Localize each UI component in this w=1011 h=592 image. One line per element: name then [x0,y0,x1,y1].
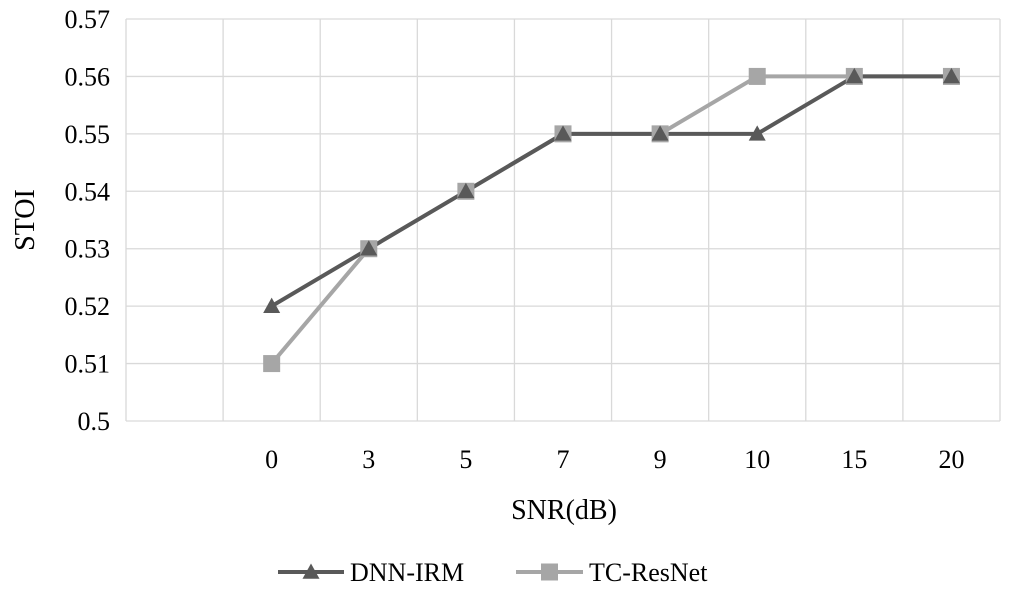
y-tick-label: 0.5 [78,407,111,436]
data-point [651,125,669,141]
data-point [360,240,378,256]
x-tick-label: 20 [938,445,964,474]
x-tick-label: 7 [557,445,570,474]
data-point [845,67,863,84]
markers-dnn-irm [263,67,960,313]
series-dnn-irm [270,74,952,308]
data-point [263,355,281,373]
y-tick-label: 0.55 [65,120,111,149]
series-layer [263,67,960,373]
data-point [748,67,766,85]
y-axis-label: STOI [10,189,41,251]
legend: DNN-IRM TC-ResNet [278,558,708,587]
legend-entry: TC-ResNet [516,558,708,587]
x-tick-labels: 0 3 5 7 9 10 15 20 [265,445,964,474]
data-point [554,125,572,141]
legend-label: TC-ResNet [589,558,708,587]
y-tick-label: 0.51 [65,350,111,379]
y-tick-label: 0.57 [65,5,111,34]
data-point [263,297,281,313]
legend-label: DNN-IRM [350,558,464,587]
x-axis-label: SNR(dB) [511,495,617,526]
legend-marker [541,563,558,581]
series-line [270,74,952,308]
data-point [942,67,960,84]
y-tick-labels: 0.5 0.51 0.52 0.53 0.54 0.55 0.56 0.57 [65,5,111,436]
legend-marker [302,563,320,579]
x-tick-label: 3 [362,445,375,474]
y-tick-label: 0.52 [65,292,111,321]
x-tick-label: 0 [265,445,278,474]
x-tick-label: 10 [744,445,770,474]
x-tick-label: 5 [459,445,472,474]
x-tick-label: 9 [654,445,667,474]
y-tick-label: 0.54 [65,177,111,206]
grid-lines [125,18,1001,422]
data-point [457,182,475,199]
legend-entry: DNN-IRM [278,558,464,587]
x-tick-label: 15 [841,445,867,474]
y-tick-label: 0.56 [65,62,111,91]
data-point [748,125,766,141]
y-tick-label: 0.53 [65,235,111,264]
